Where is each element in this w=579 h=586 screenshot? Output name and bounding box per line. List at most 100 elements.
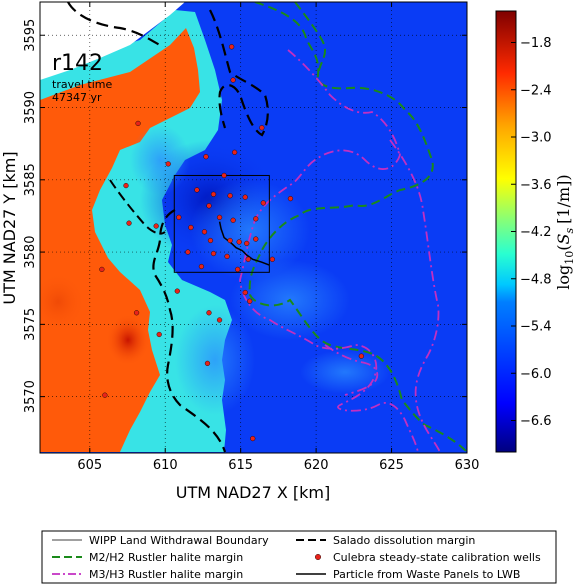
travel-time-label: travel time <box>52 78 112 91</box>
calibration-well-marker <box>236 239 242 245</box>
calibration-well-marker <box>156 331 162 338</box>
calibration-well-marker <box>210 250 217 257</box>
calibration-well-marker <box>250 435 256 442</box>
y-axis-label: UTM NAD27 Y [km] <box>0 151 19 304</box>
colorbar-tick-label: −5.4 <box>520 320 552 335</box>
x-axis-label: UTM NAD27 X [km] <box>176 483 330 502</box>
calibration-well-marker <box>206 310 212 316</box>
colorbar-tick-label: −3.6 <box>520 178 552 193</box>
travel-time-value: 47347 yr <box>52 91 102 104</box>
calibration-well-marker <box>269 256 275 262</box>
run-label: r142 <box>52 51 103 76</box>
calibration-well-marker <box>242 194 248 200</box>
light-blue-region-3 <box>175 305 255 415</box>
colorbar-tick-label: −1.8 <box>520 36 552 51</box>
legend-item-m2h2: M2/H2 Rustler halite margin <box>52 551 243 564</box>
light-blue-region-5 <box>130 125 190 195</box>
calibration-well-marker <box>210 191 217 197</box>
calibration-well-marker <box>253 236 259 242</box>
calibration-well-marker <box>174 288 180 294</box>
white-zone <box>40 2 185 80</box>
colorbar-tick-label: −4.2 <box>520 225 552 240</box>
m3h3-margin-line-north <box>389 139 441 453</box>
map-field <box>40 2 467 453</box>
legend-item-m3h3: M3/H3 Rustler halite margin <box>52 568 243 581</box>
svg-text:WIPP Land Withdrawal Boundary: WIPP Land Withdrawal Boundary <box>89 534 269 547</box>
calibration-well-marker <box>235 266 241 273</box>
calibration-well-marker <box>229 44 235 50</box>
y-tick-label: 3570 <box>23 380 38 413</box>
orange-zone <box>40 28 200 452</box>
calibration-well-marker <box>253 216 259 222</box>
colorbar-tick-label: −4.8 <box>520 272 552 287</box>
x-tick-label: 630 <box>455 458 480 473</box>
colorbar-ticks: −1.8 −2.4 −3.0 −3.6 −4.2 −4.8 −5.4 −6.0 −6.6 <box>511 36 552 429</box>
calibration-well-marker <box>245 256 251 262</box>
salado-margin-line <box>209 9 269 137</box>
calibration-well-marker <box>203 154 209 160</box>
calibration-well-marker <box>165 161 171 167</box>
calibration-well-marker <box>259 125 265 131</box>
m3h3-margin-line-east <box>324 344 379 396</box>
svg-text:M2/H2 Rustler halite margin: M2/H2 Rustler halite margin <box>89 551 243 564</box>
calibration-well-marker <box>102 392 108 398</box>
calibration-well-marker <box>227 237 233 244</box>
calibration-well-marker <box>224 253 230 260</box>
calibration-well-marker <box>123 182 129 189</box>
m3h3-margin-line <box>239 49 419 453</box>
y-tick-label: 3585 <box>23 163 38 196</box>
salado-margin-line-south <box>152 209 227 453</box>
legend-item-salado: Salado dissolution margin <box>296 534 475 547</box>
colorbar-tick-label: −3.0 <box>520 131 552 146</box>
calibration-well-marker <box>221 172 227 179</box>
red-hotspot <box>106 314 150 366</box>
calibration-well-marker <box>185 249 191 255</box>
calibration-wells <box>99 44 364 442</box>
calibration-well-marker <box>230 217 236 223</box>
calibration-well-marker <box>99 266 105 273</box>
calibration-well-marker <box>232 149 238 155</box>
calibration-well-marker <box>188 224 194 231</box>
x-tick-label: 625 <box>379 458 404 473</box>
svg-text:M3/H3 Rustler halite margin: M3/H3 Rustler halite margin <box>89 568 243 581</box>
calibration-well-marker <box>260 200 266 206</box>
calibration-well-marker <box>227 193 233 199</box>
colorbar-tick-label: −6.0 <box>520 367 552 382</box>
calibration-well-marker <box>230 77 236 83</box>
orange-low-spot <box>40 272 86 332</box>
calibration-well-marker <box>244 240 250 247</box>
calibration-well-marker <box>247 298 253 304</box>
calibration-well-marker <box>358 353 364 359</box>
y-tick-label: 3590 <box>23 91 38 124</box>
x-tick-label: 620 <box>304 458 329 473</box>
x-tick-label: 615 <box>228 458 253 473</box>
calibration-well-marker <box>126 220 132 226</box>
particle-path <box>218 221 270 266</box>
calibration-well-marker <box>133 310 140 316</box>
m2h2-margin-line-north <box>294 2 327 76</box>
svg-text:Culebra steady-state calibrati: Culebra steady-state calibration wells <box>333 551 541 564</box>
calibration-well-marker <box>176 214 182 220</box>
calibration-well-marker <box>198 263 205 270</box>
x-axis: 605 610 615 620 625 630 <box>77 2 479 473</box>
light-blue-region-1 <box>190 180 310 280</box>
legend-item-wells: Culebra steady-state calibration wells <box>315 551 541 564</box>
x-tick-label: 605 <box>77 458 102 473</box>
calibration-well-marker <box>207 237 214 244</box>
y-tick-label: 3580 <box>23 236 38 269</box>
calibration-well-marker <box>287 195 294 202</box>
salado-margin-line-inner <box>109 179 166 235</box>
plot-frame <box>39 1 468 454</box>
calibration-well-marker <box>201 229 208 235</box>
colorbar-tick-label: −6.6 <box>520 414 552 429</box>
y-axis: 3595 3590 3585 3580 3575 3570 <box>23 19 467 413</box>
legend-item-wipp: WIPP Land Withdrawal Boundary <box>52 534 269 547</box>
legend-item-particle: Particle from Waste Panels to LWB <box>296 568 520 581</box>
calibration-well-marker <box>204 360 211 366</box>
calibration-well-marker <box>206 203 212 209</box>
svg-text:Salado dissolution margin: Salado dissolution margin <box>333 534 475 547</box>
calibration-well-marker <box>216 214 223 220</box>
legend: WIPP Land Withdrawal Boundary Salado dis… <box>41 530 557 584</box>
colorbar-label: log10(Ss[1/m]) <box>554 174 576 289</box>
